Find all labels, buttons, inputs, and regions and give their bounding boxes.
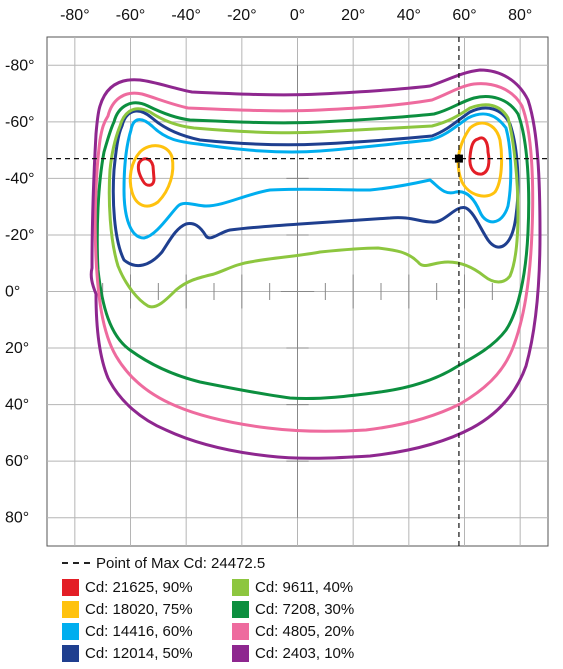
- contour-lines: [89, 68, 542, 460]
- x-tick-label: -80°: [60, 7, 90, 24]
- legend-swatch: [232, 644, 249, 662]
- legend-item: Cd: 14416, 60%: [62, 621, 232, 641]
- legend-swatch: [62, 578, 79, 596]
- legend-swatch: [232, 578, 249, 596]
- legend-swatch: [62, 600, 79, 618]
- contour-line: [95, 95, 531, 401]
- legend-label: Cd: 4805, 20%: [255, 622, 355, 640]
- contour-line: [128, 144, 175, 208]
- x-tick-label: -60°: [116, 7, 146, 24]
- legend-label: Cd: 9611, 40%: [255, 578, 354, 596]
- x-tick-label: -20°: [227, 7, 257, 24]
- legend-swatch: [62, 622, 79, 640]
- contour-line: [468, 136, 491, 176]
- legend-label: Cd: 7208, 30%: [255, 600, 355, 618]
- x-tick-label: 40°: [397, 7, 421, 24]
- y-tick-label: 20°: [5, 340, 29, 357]
- x-tick-label: 0°: [290, 7, 305, 24]
- y-axis-tick-labels: -80° -60° -40° -20° 0° 20° 40° 60° 80°: [5, 57, 35, 526]
- contour-line: [456, 121, 504, 198]
- legend-max-point: Point of Max Cd: 24472.5: [62, 553, 442, 573]
- y-tick-label: 0°: [5, 284, 20, 301]
- legend-label: Cd: 18020, 75%: [85, 600, 193, 618]
- max-point-label: Point of Max Cd: 24472.5: [96, 554, 266, 572]
- legend-swatch: [232, 600, 249, 618]
- x-axis-tick-labels: -80° -60° -40° -20° 0° 20° 40° 60° 80°: [60, 7, 532, 24]
- legend-swatch: [232, 622, 249, 640]
- legend-label: Cd: 12014, 50%: [85, 644, 193, 662]
- y-tick-label: -60°: [5, 114, 35, 131]
- y-tick-label: 40°: [5, 397, 29, 414]
- contour-line: [93, 82, 535, 433]
- legend-item: Cd: 12014, 50%: [62, 643, 232, 663]
- y-tick-label: -80°: [5, 57, 35, 74]
- x-tick-label: 80°: [508, 7, 532, 24]
- max-point-marker: [454, 154, 463, 163]
- contour-line: [107, 103, 520, 309]
- legend-label: Cd: 2403, 10%: [255, 644, 355, 662]
- y-tick-label: -20°: [5, 227, 35, 244]
- legend-label: Cd: 21625, 90%: [85, 578, 193, 596]
- contour-line: [136, 157, 156, 187]
- legend-item: Cd: 7208, 30%: [232, 599, 412, 619]
- legend-swatch: [62, 644, 79, 662]
- legend: Point of Max Cd: 24472.5 Cd: 21625, 90% C…: [62, 553, 442, 663]
- y-tick-label: 60°: [5, 453, 29, 470]
- legend-label: Cd: 14416, 60%: [85, 622, 193, 640]
- contour-line: [111, 106, 520, 268]
- dashed-line-icon: [62, 562, 90, 564]
- y-tick-label: -40°: [5, 170, 35, 187]
- x-tick-label: 20°: [341, 7, 365, 24]
- x-tick-label: 60°: [452, 7, 476, 24]
- y-tick-label: 80°: [5, 510, 29, 527]
- legend-item: Cd: 9611, 40%: [232, 577, 412, 597]
- legend-item: Cd: 18020, 75%: [62, 599, 232, 619]
- legend-item: Cd: 21625, 90%: [62, 577, 232, 597]
- contour-line: [122, 112, 513, 240]
- max-point-marker: [47, 37, 548, 546]
- x-tick-label: -40°: [171, 7, 201, 24]
- legend-item: Cd: 4805, 20%: [232, 621, 412, 641]
- legend-item: Cd: 2403, 10%: [232, 643, 412, 663]
- contour-line: [89, 68, 542, 460]
